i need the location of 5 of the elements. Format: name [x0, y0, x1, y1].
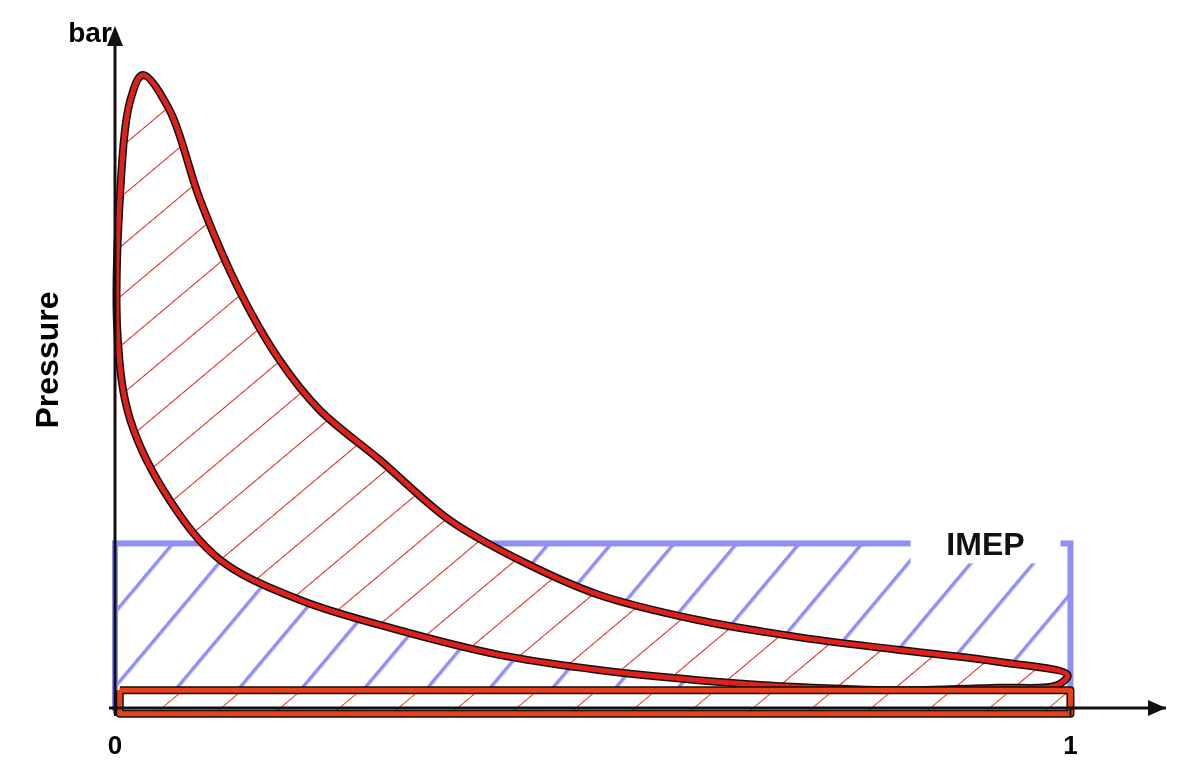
band-label: IMEP [946, 526, 1025, 563]
y-axis-title: Pressure [29, 291, 65, 429]
x-tick-label: 0 [107, 730, 123, 760]
x-tick-label: 1 [1063, 730, 1078, 760]
text: bar [68, 17, 112, 48]
